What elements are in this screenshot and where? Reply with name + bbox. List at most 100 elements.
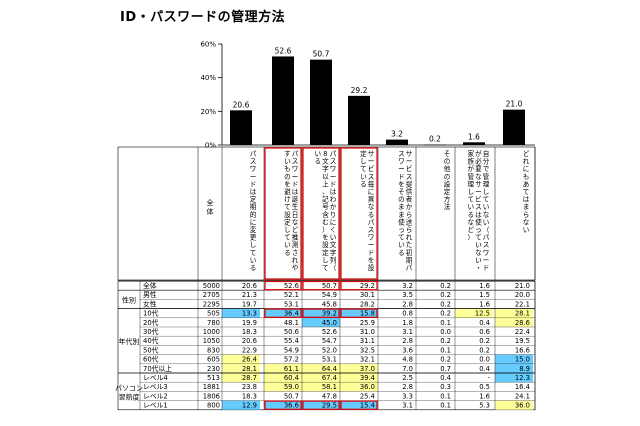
table-cell-value: 3.6 (402, 346, 413, 354)
category-label-char: 避 (284, 187, 291, 196)
bar (310, 59, 332, 145)
table-cell-value: 52.1 (284, 291, 299, 299)
category-label-char: ど (523, 150, 530, 158)
category-label-char: な (468, 218, 475, 226)
table-cell-value: 30.1 (360, 291, 375, 299)
table-cell-highlight (222, 308, 260, 318)
table-cell-highlight (302, 382, 340, 392)
category-label-char: ま (398, 211, 405, 219)
category-label-char: パ (368, 218, 375, 226)
category-label-char: る (398, 249, 405, 257)
category-label-char: あ (523, 180, 530, 188)
table-cell-value: 28.2 (360, 300, 375, 308)
table-cell-value: 0.2 (440, 282, 451, 290)
table-cell-value: 28.6 (515, 319, 530, 327)
category-label-char: パ (330, 150, 337, 158)
table-cell-highlight (222, 363, 260, 373)
red-highlight-frame (302, 280, 340, 291)
table-cell-value: 48.1 (284, 319, 299, 327)
category-label-char: ド (250, 180, 257, 188)
table-cell-highlight (302, 363, 340, 373)
bar (503, 109, 525, 145)
category-label-char: け (284, 196, 291, 204)
category-label-char: る (315, 158, 322, 166)
category-label-char: や (292, 264, 299, 272)
table-row-n: 780 (207, 319, 220, 327)
table-cell-value: 12.3 (515, 374, 530, 382)
category-label-char: 8 (323, 150, 327, 158)
category-label-char: の (444, 158, 451, 166)
table-cell-value: 26.4 (242, 356, 257, 364)
category-label-char: ま (398, 203, 405, 211)
table-cell-value: 3.1 (402, 402, 413, 410)
category-label-char: て (360, 165, 367, 173)
category-label-char: い (315, 150, 322, 158)
category-label-char: れ (523, 158, 530, 166)
table-cell-value: 52.6 (284, 282, 299, 290)
red-highlight-frame (264, 308, 302, 318)
category-label-char: ど (468, 226, 475, 234)
category-label-char: て (483, 196, 490, 204)
table-cell-highlight (340, 308, 378, 318)
table-cell-value: 0.5 (479, 383, 490, 391)
category-label-char: （ (483, 226, 490, 234)
category-label-char: 文 (330, 240, 337, 249)
category-label-char: ド (330, 180, 337, 188)
red-highlight-frame (340, 308, 378, 318)
category-label-char: パ (292, 150, 299, 158)
category-label-char: て (284, 203, 291, 211)
red-highlight-frame (340, 280, 378, 291)
table-cell-highlight (222, 354, 260, 364)
group-label: パソコン (115, 384, 143, 392)
red-highlight-frame (340, 147, 378, 280)
table-cell-value: 25.9 (360, 319, 375, 327)
category-label-char: 定 (284, 217, 291, 226)
table-cell-value: 0.2 (440, 356, 451, 364)
page-title: ID・パスワードの管理方法 (120, 10, 286, 25)
table-cell-value: 21.0 (515, 282, 530, 290)
category-label-char: ら (406, 226, 413, 234)
table-cell-highlight (495, 354, 533, 364)
table-cell-value: 29.5 (322, 402, 337, 410)
category-label-char: ー (368, 241, 375, 249)
category-label-char: い (483, 203, 490, 211)
table-cell-value: 57.2 (284, 356, 299, 364)
table-row-n: 513 (207, 374, 220, 382)
category-label-char: の (444, 173, 451, 181)
category-label-char: 列 (330, 255, 337, 264)
table-cell-value: 58.1 (322, 383, 337, 391)
table-cell-highlight (455, 308, 493, 318)
category-label-char: 定 (444, 187, 451, 196)
category-label-char: ー (398, 165, 405, 173)
bar-value-label: 50.7 (313, 50, 330, 59)
category-label-char: ー (250, 173, 257, 181)
category-label-char: る (368, 211, 375, 219)
table-cell-highlight (302, 400, 340, 410)
table-cell-value: 0.4 (479, 365, 490, 373)
category-label-char: わ (330, 196, 337, 204)
category-label-char: 字 (330, 248, 337, 257)
category-label-char: 設 (444, 179, 451, 188)
table-cell-value: 32.5 (360, 346, 375, 354)
table-cell-value: 0.1 (440, 392, 451, 400)
table-cell-value: 36.6 (284, 402, 299, 410)
category-label-char: 提 (406, 179, 413, 188)
category-label-char: れ (292, 256, 299, 264)
table-row-label: 女性 (143, 299, 157, 308)
table-cell-value: 54.9 (284, 346, 299, 354)
table-cell-value: 36.0 (515, 402, 530, 410)
category-label-char: 定 (360, 149, 367, 158)
category-label-char: な (475, 173, 482, 181)
red-highlight-frame (302, 400, 340, 410)
bar-value-label: 20.6 (233, 100, 250, 109)
table-cell-value: 22.9 (242, 346, 257, 354)
table-cell-value: 15.4 (360, 402, 375, 410)
category-label-char: を (284, 180, 291, 188)
category-label-char: な (292, 218, 299, 226)
table-cell-value: 8.9 (519, 365, 530, 373)
category-label-char: 供 (406, 187, 413, 196)
category-label-char: 誕 (292, 195, 299, 204)
table-cell-value: 31.1 (360, 337, 375, 345)
table-row-n: 1050 (203, 337, 220, 345)
y-tick-label: 20% (200, 108, 216, 116)
